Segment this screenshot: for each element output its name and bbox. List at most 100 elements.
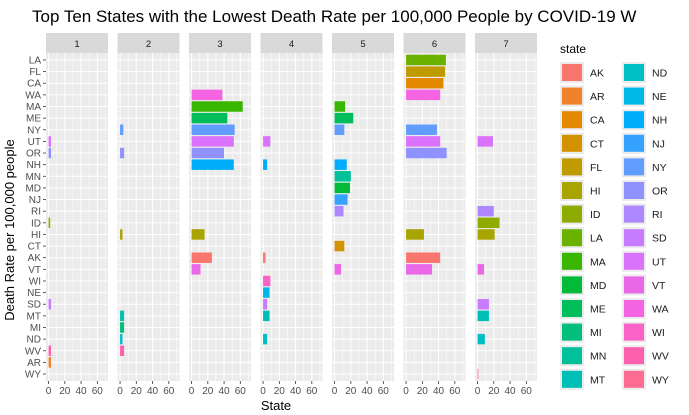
panel-background (117, 53, 180, 381)
bar-NH-facet-5 (334, 159, 347, 170)
legend-key-swatch (624, 158, 644, 176)
legend-key-swatch (562, 158, 582, 176)
y-tick-label: RI (31, 207, 41, 218)
legend-label: VT (652, 280, 666, 292)
facet-strip (117, 33, 180, 53)
bar-ID-facet-1 (48, 217, 51, 229)
legend-entry-MA: MA (560, 250, 606, 272)
bar-LA-facet-6 (406, 54, 446, 66)
x-tick-label: 60 (306, 386, 318, 397)
legend-label: ND (652, 68, 668, 80)
bar-WV-facet-2 (120, 345, 125, 356)
bar-WI-facet-4 (263, 275, 271, 287)
bar-MD-facet-5 (334, 182, 350, 194)
legend-entry-MD: MD (560, 274, 607, 296)
y-tick-label: MD (25, 183, 41, 194)
y-tick-label: MN (25, 172, 41, 183)
bar-VT-facet-5 (334, 264, 342, 275)
legend-key-swatch (624, 276, 644, 294)
facet-panel-6: 60 20 40 60 (403, 33, 466, 397)
bar-AK-facet-4 (263, 252, 266, 263)
facet-strip-label: 7 (503, 39, 508, 50)
facet-strip-label: 5 (360, 39, 365, 50)
legend-entry-MN: MN (560, 345, 606, 367)
legend-key-swatch (562, 134, 582, 152)
bar-OR-facet-2 (120, 147, 125, 159)
y-tick-label: CA (27, 79, 41, 90)
panel-background (475, 53, 537, 381)
x-tick-label: 60 (378, 386, 390, 397)
legend-label: OR (652, 186, 668, 198)
legend-key-swatch (624, 252, 644, 270)
legend-key-swatch (624, 134, 644, 152)
bar-WV-facet-1 (48, 345, 51, 356)
y-tick-label: NE (27, 288, 41, 299)
bar-UT-facet-3 (191, 136, 234, 147)
x-tick-label: 20 (131, 386, 143, 397)
legend-label: RI (652, 209, 663, 221)
x-tick-label: 40 (290, 386, 302, 397)
legend-entry-RI: RI (622, 203, 663, 225)
legend-label: AK (590, 68, 604, 80)
x-tick-label: 0 (403, 386, 409, 397)
legend-key-swatch (624, 182, 644, 199)
facet-panel-7: 7 0 20 40 60 (475, 33, 537, 397)
x-tick-label: 40 (76, 386, 88, 397)
bar-OR-facet-1 (48, 147, 51, 159)
x-tick-label: 40 (433, 386, 445, 397)
x-tick-label: 0 (46, 386, 52, 397)
facet-panel-1: 1 0 20 40 60 (46, 33, 108, 397)
panel-background (46, 53, 108, 381)
x-tick-label: 20 (488, 386, 500, 397)
bar-ME-facet-5 (334, 112, 354, 124)
legend-key-swatch (562, 323, 582, 341)
x-tick-label: 20 (59, 386, 71, 397)
y-tick-label: MI (30, 323, 41, 334)
legend-entry-WY: WY (622, 368, 669, 390)
x-tick-label: 60 (449, 386, 461, 397)
legend-label: WI (652, 327, 665, 339)
legend-entry-CA: CA (560, 109, 605, 131)
x-tick-label: 0 (117, 386, 123, 397)
facet-strip (46, 33, 108, 53)
y-tick-label: MA (26, 102, 41, 113)
bar-ID-facet-7 (477, 217, 500, 229)
x-tick-label: 20 (274, 386, 286, 397)
x-tick-label: 0 (475, 386, 481, 397)
bar-ME-facet-3 (191, 112, 228, 124)
x-tick-label: 60 (521, 386, 533, 397)
y-tick-label: CT (28, 242, 41, 253)
y-tick-label: WV (25, 346, 41, 357)
legend-label: MT (590, 374, 606, 386)
legend-key-swatch (562, 111, 582, 129)
bar-NH-facet-3 (191, 159, 234, 170)
y-tick-label: ME (26, 114, 41, 125)
legend-key-swatch (624, 347, 644, 365)
facet-panel-3: 3 0 20 40 60 (189, 33, 251, 397)
legend-key-swatch (624, 87, 644, 105)
legend-key-swatch (562, 370, 582, 388)
y-tick-label: SD (27, 300, 41, 311)
legend-entry-WA: WA (622, 298, 669, 319)
y-tick-label: WI (29, 276, 41, 287)
bar-MN-facet-5 (334, 171, 351, 182)
legend-key-swatch (562, 347, 582, 365)
y-tick-label: VT (28, 265, 41, 276)
legend-key-swatch (624, 64, 644, 81)
legend-key-swatch (562, 182, 582, 199)
bar-AK-facet-3 (191, 252, 212, 263)
bar-AK-facet-6 (406, 252, 441, 263)
legend-label: WY (652, 374, 669, 386)
legend-label: NY (652, 162, 667, 174)
facet-strip-label: 1 (74, 39, 79, 50)
facet-panel-4: 40 20 40 60 (260, 33, 323, 397)
legend-key-swatch (562, 205, 582, 223)
panel-background (403, 53, 466, 381)
legend-label: FL (590, 162, 602, 174)
legend-entry-WI: WI (622, 321, 665, 343)
bar-AR-facet-1 (48, 357, 51, 368)
legend-entry-LA: LA (560, 227, 603, 249)
legend-label: MD (590, 280, 607, 292)
legend-label: NJ (652, 138, 665, 150)
legend-key-swatch (624, 229, 644, 247)
